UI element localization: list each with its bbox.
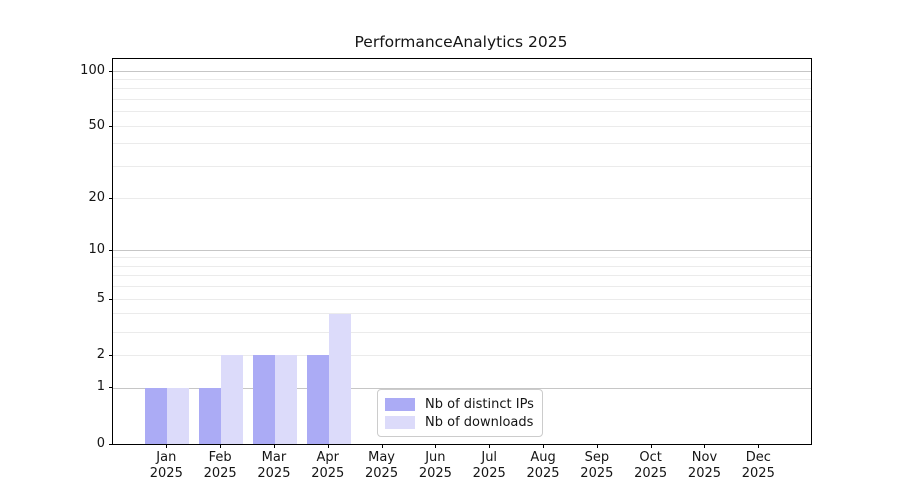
- x-tick-mark: [166, 444, 168, 448]
- y-tick-mark: [109, 298, 113, 300]
- bar-distinct-ips-feb: [199, 388, 222, 444]
- x-tick-label-sep: Sep 2025: [580, 450, 614, 481]
- y-tick-label: 1: [96, 379, 105, 395]
- minor-gridline: [113, 197, 811, 199]
- y-tick-mark: [109, 354, 113, 356]
- y-tick-label: 10: [88, 241, 105, 257]
- x-tick-label-aug: Aug 2025: [526, 450, 560, 481]
- plot-area: [112, 58, 812, 445]
- x-tick-label-jan: Jan 2025: [149, 450, 183, 481]
- x-tick-label-mar: Mar 2025: [257, 450, 291, 481]
- minor-gridline: [113, 125, 811, 127]
- major-gridline: [113, 70, 811, 72]
- y-tick-mark: [109, 249, 113, 251]
- chart-title: PerformanceAnalytics 2025: [354, 33, 568, 51]
- x-tick-label-dec: Dec 2025: [741, 450, 775, 481]
- minor-gridline: [113, 313, 811, 315]
- minor-gridline: [113, 166, 811, 168]
- x-tick-label-oct: Oct 2025: [634, 450, 668, 481]
- bar-downloads-mar: [274, 355, 297, 444]
- minor-gridline: [113, 354, 811, 356]
- x-tick-label-apr: Apr 2025: [311, 450, 345, 481]
- y-tick-mark: [109, 125, 113, 127]
- x-tick-label-may: May 2025: [365, 450, 399, 481]
- minor-gridline: [113, 88, 811, 90]
- x-tick-label-jun: Jun 2025: [418, 450, 452, 481]
- y-tick-label: 100: [80, 62, 105, 78]
- bar-downloads-jan: [167, 388, 190, 444]
- y-tick-mark: [109, 443, 113, 445]
- legend: Nb of distinct IPs Nb of downloads: [377, 389, 543, 437]
- y-tick-mark: [109, 70, 113, 72]
- major-gridline: [113, 249, 811, 251]
- x-tick-mark: [543, 444, 545, 448]
- major-gridline: [113, 387, 811, 389]
- x-tick-label-nov: Nov 2025: [687, 450, 722, 481]
- x-tick-mark: [704, 444, 706, 448]
- y-tick-mark: [109, 387, 113, 389]
- legend-item-distinct-ips: Nb of distinct IPs: [385, 397, 534, 412]
- minor-gridline: [113, 265, 811, 267]
- x-tick-mark: [381, 444, 383, 448]
- bar-downloads-apr: [328, 313, 351, 444]
- legend-item-downloads: Nb of downloads: [385, 415, 533, 430]
- y-tick-label: 20: [88, 189, 105, 205]
- x-tick-label-feb: Feb 2025: [203, 450, 237, 481]
- minor-gridline: [113, 99, 811, 101]
- x-tick-mark: [327, 444, 329, 448]
- minor-gridline: [113, 331, 811, 333]
- minor-gridline: [113, 79, 811, 81]
- y-tick-mark: [109, 197, 113, 199]
- x-tick-mark: [650, 444, 652, 448]
- bar-distinct-ips-mar: [252, 355, 275, 444]
- legend-label-distinct-ips: Nb of distinct IPs: [425, 397, 534, 412]
- x-tick-mark: [596, 444, 598, 448]
- minor-gridline: [113, 143, 811, 145]
- x-tick-mark: [758, 444, 760, 448]
- minor-gridline: [113, 111, 811, 113]
- x-tick-mark: [273, 444, 275, 448]
- bar-distinct-ips-jan: [145, 388, 168, 444]
- x-tick-label-jul: Jul 2025: [472, 450, 506, 481]
- y-tick-label: 5: [96, 290, 105, 306]
- x-tick-mark: [220, 444, 222, 448]
- minor-gridline: [113, 298, 811, 300]
- x-tick-mark: [489, 444, 491, 448]
- minor-gridline: [113, 275, 811, 277]
- legend-swatch-distinct-ips: [385, 398, 415, 411]
- minor-gridline: [113, 286, 811, 288]
- legend-label-downloads: Nb of downloads: [425, 415, 534, 430]
- bar-downloads-feb: [221, 355, 244, 444]
- legend-swatch-downloads: [385, 416, 415, 429]
- x-tick-mark: [435, 444, 437, 448]
- y-tick-label: 0: [96, 435, 105, 451]
- minor-gridline: [113, 257, 811, 259]
- y-tick-label: 2: [96, 346, 105, 362]
- bar-distinct-ips-apr: [306, 355, 329, 444]
- y-tick-label: 50: [88, 117, 105, 133]
